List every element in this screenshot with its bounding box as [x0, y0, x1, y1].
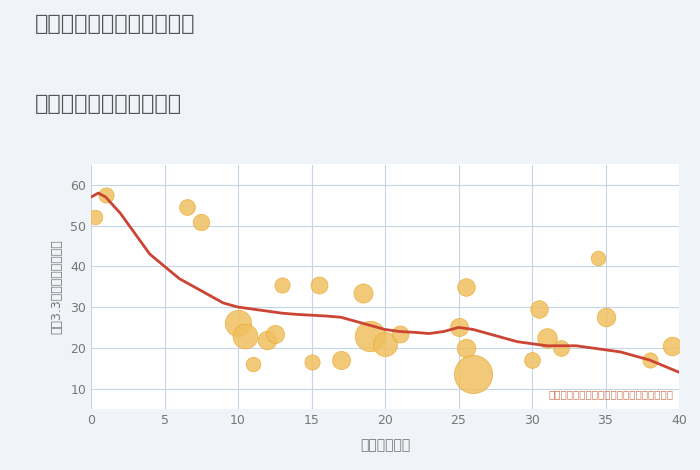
Point [335, 356, 346, 364]
Point [181, 204, 192, 211]
Point [556, 344, 567, 352]
Point [269, 330, 280, 337]
Point [365, 332, 376, 339]
Point [534, 306, 545, 313]
Text: 三重県松阪市嬉野宮古町の: 三重県松阪市嬉野宮古町の [35, 14, 195, 34]
Point [100, 191, 111, 199]
Point [526, 356, 538, 364]
X-axis label: 築年数（年）: 築年数（年） [360, 438, 410, 452]
Text: 築年数別中古戸建て価格: 築年数別中古戸建て価格 [35, 94, 182, 114]
Point [461, 344, 472, 352]
Point [600, 313, 611, 321]
Point [644, 356, 655, 364]
Point [276, 281, 288, 289]
Point [394, 330, 405, 337]
Point [195, 218, 207, 225]
Point [247, 360, 258, 368]
Point [541, 334, 552, 341]
Point [379, 340, 391, 347]
Point [453, 324, 464, 331]
Point [666, 342, 678, 350]
Point [306, 358, 317, 366]
Point [232, 320, 244, 327]
Point [90, 214, 101, 221]
Point [358, 289, 369, 297]
Point [239, 332, 251, 339]
Point [262, 336, 273, 344]
Point [461, 283, 472, 290]
Point [314, 281, 325, 289]
Y-axis label: 坪（3.3㎡）単価（万円）: 坪（3.3㎡）単価（万円） [50, 239, 63, 334]
Text: 円の大きさは、取引のあった物件面積を示す: 円の大きさは、取引のあった物件面積を示す [548, 389, 673, 399]
Point [468, 370, 479, 378]
Point [593, 254, 604, 262]
